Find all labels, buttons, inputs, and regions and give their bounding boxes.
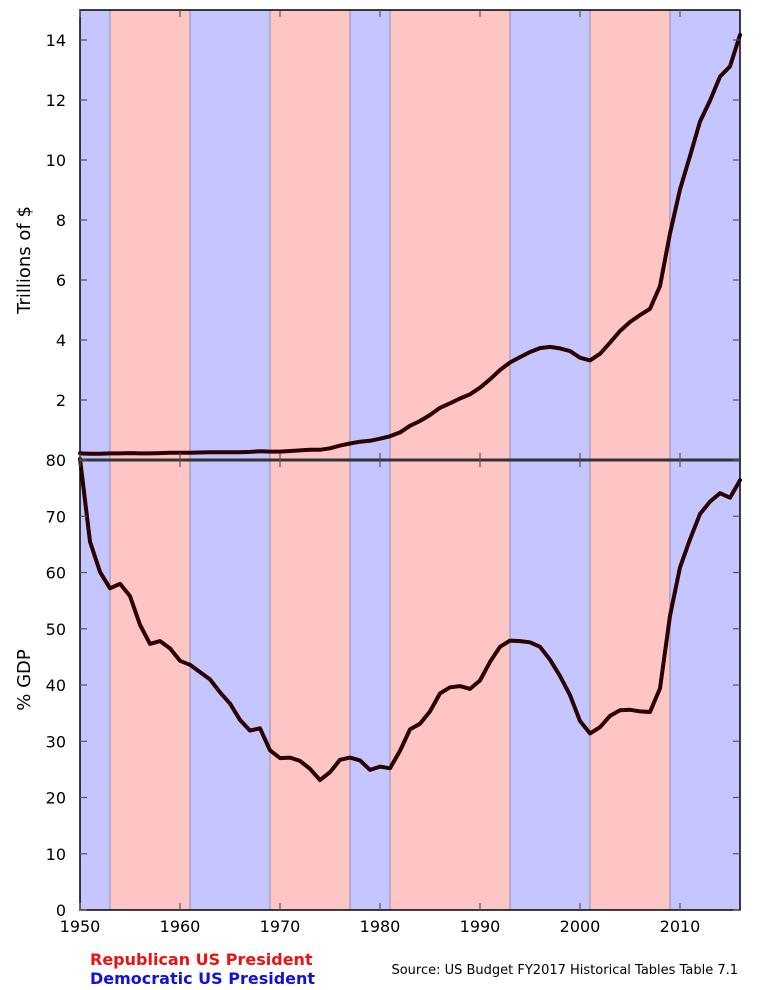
band-democratic-1977 [350,460,390,910]
x-tick-label: 1980 [360,917,401,936]
band-democratic-2009 [670,460,740,910]
x-tick-label: 1960 [160,917,201,936]
band-democratic-1961 [190,460,270,910]
band-republican-1953 [110,460,190,910]
band-democratic-1950 [80,10,110,460]
tick-labels: 1950 1960 1970 1980 1990 2000 2010 2 4 6 8 10 12 14 0 1… [46,10,740,936]
x-tick-label: 2010 [660,917,701,936]
top-y-tick-label: 8 [56,211,66,230]
x-tick-label: 1950 [60,917,101,936]
bottom-panel-series [78,456,742,783]
x-tick-label: 1970 [260,917,301,936]
top-y-tick-label: 14 [46,31,66,50]
bottom-y-tick-label: 70 [46,507,66,526]
legend-republican: Republican US President [90,950,313,969]
band-democratic-1993 [510,10,590,460]
top-panel-series [78,32,742,456]
band-democratic-1961 [190,10,270,460]
band-republican-1981 [390,460,510,910]
top-y-tick-label: 12 [46,91,66,110]
x-tick-label: 1990 [460,917,501,936]
legend-democratic: Democratic US President [90,969,315,988]
top-y-tick-label: 2 [56,391,66,410]
top-y-axis-label: Trillions of $ [14,206,35,315]
band-democratic-1977 [350,10,390,460]
bottom-y-tick-label: 40 [46,676,66,695]
top-panel-president-bands [80,10,740,460]
debt-gdp-line [78,456,742,783]
bottom-panel-president-bands [80,10,740,910]
x-tick-label: 2000 [560,917,601,936]
band-republican-1969 [270,10,350,460]
top-y-tick-label: 6 [56,271,66,290]
band-democratic-2009 [670,10,740,460]
band-republican-2001 [590,460,670,910]
bottom-y-tick-label: 80 [46,451,66,470]
bottom-y-tick-label: 60 [46,564,66,583]
band-republican-1981 [390,10,510,460]
bottom-y-tick-label: 20 [46,789,66,808]
top-y-tick-label: 4 [56,331,66,350]
debt-trillions-line [78,32,742,456]
bottom-y-tick-label: 30 [46,732,66,751]
band-republican-2001 [590,10,670,460]
source-note: Source: US Budget FY2017 Historical Tabl… [391,963,738,978]
bottom-y-axis-label: % GDP [14,649,35,711]
bottom-y-tick-label: 0 [56,901,66,920]
top-y-tick-label: 10 [46,151,66,170]
band-democratic-1993 [510,460,590,910]
band-republican-1953 [110,10,190,460]
bottom-y-tick-label: 10 [46,845,66,864]
bottom-y-tick-label: 50 [46,620,66,639]
band-republican-1969 [270,460,350,910]
